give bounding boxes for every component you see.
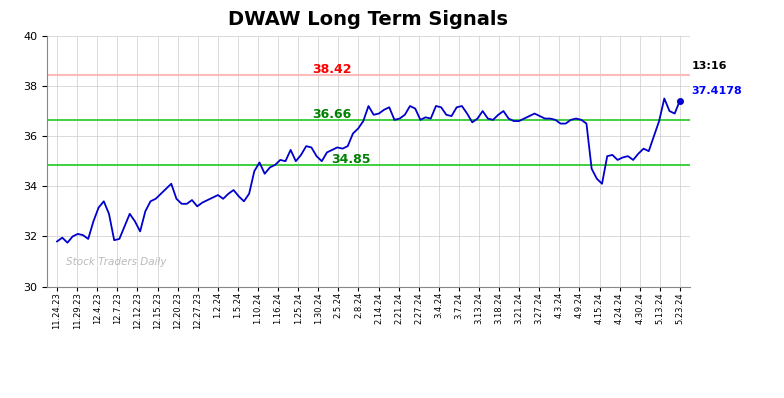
Text: 38.42: 38.42 (313, 63, 352, 76)
Title: DWAW Long Term Signals: DWAW Long Term Signals (228, 10, 509, 29)
Text: Stock Traders Daily: Stock Traders Daily (67, 256, 167, 267)
Text: 34.85: 34.85 (331, 153, 371, 166)
Text: 37.4178: 37.4178 (691, 86, 742, 96)
Text: 13:16: 13:16 (691, 61, 727, 71)
Text: 36.66: 36.66 (313, 107, 352, 121)
